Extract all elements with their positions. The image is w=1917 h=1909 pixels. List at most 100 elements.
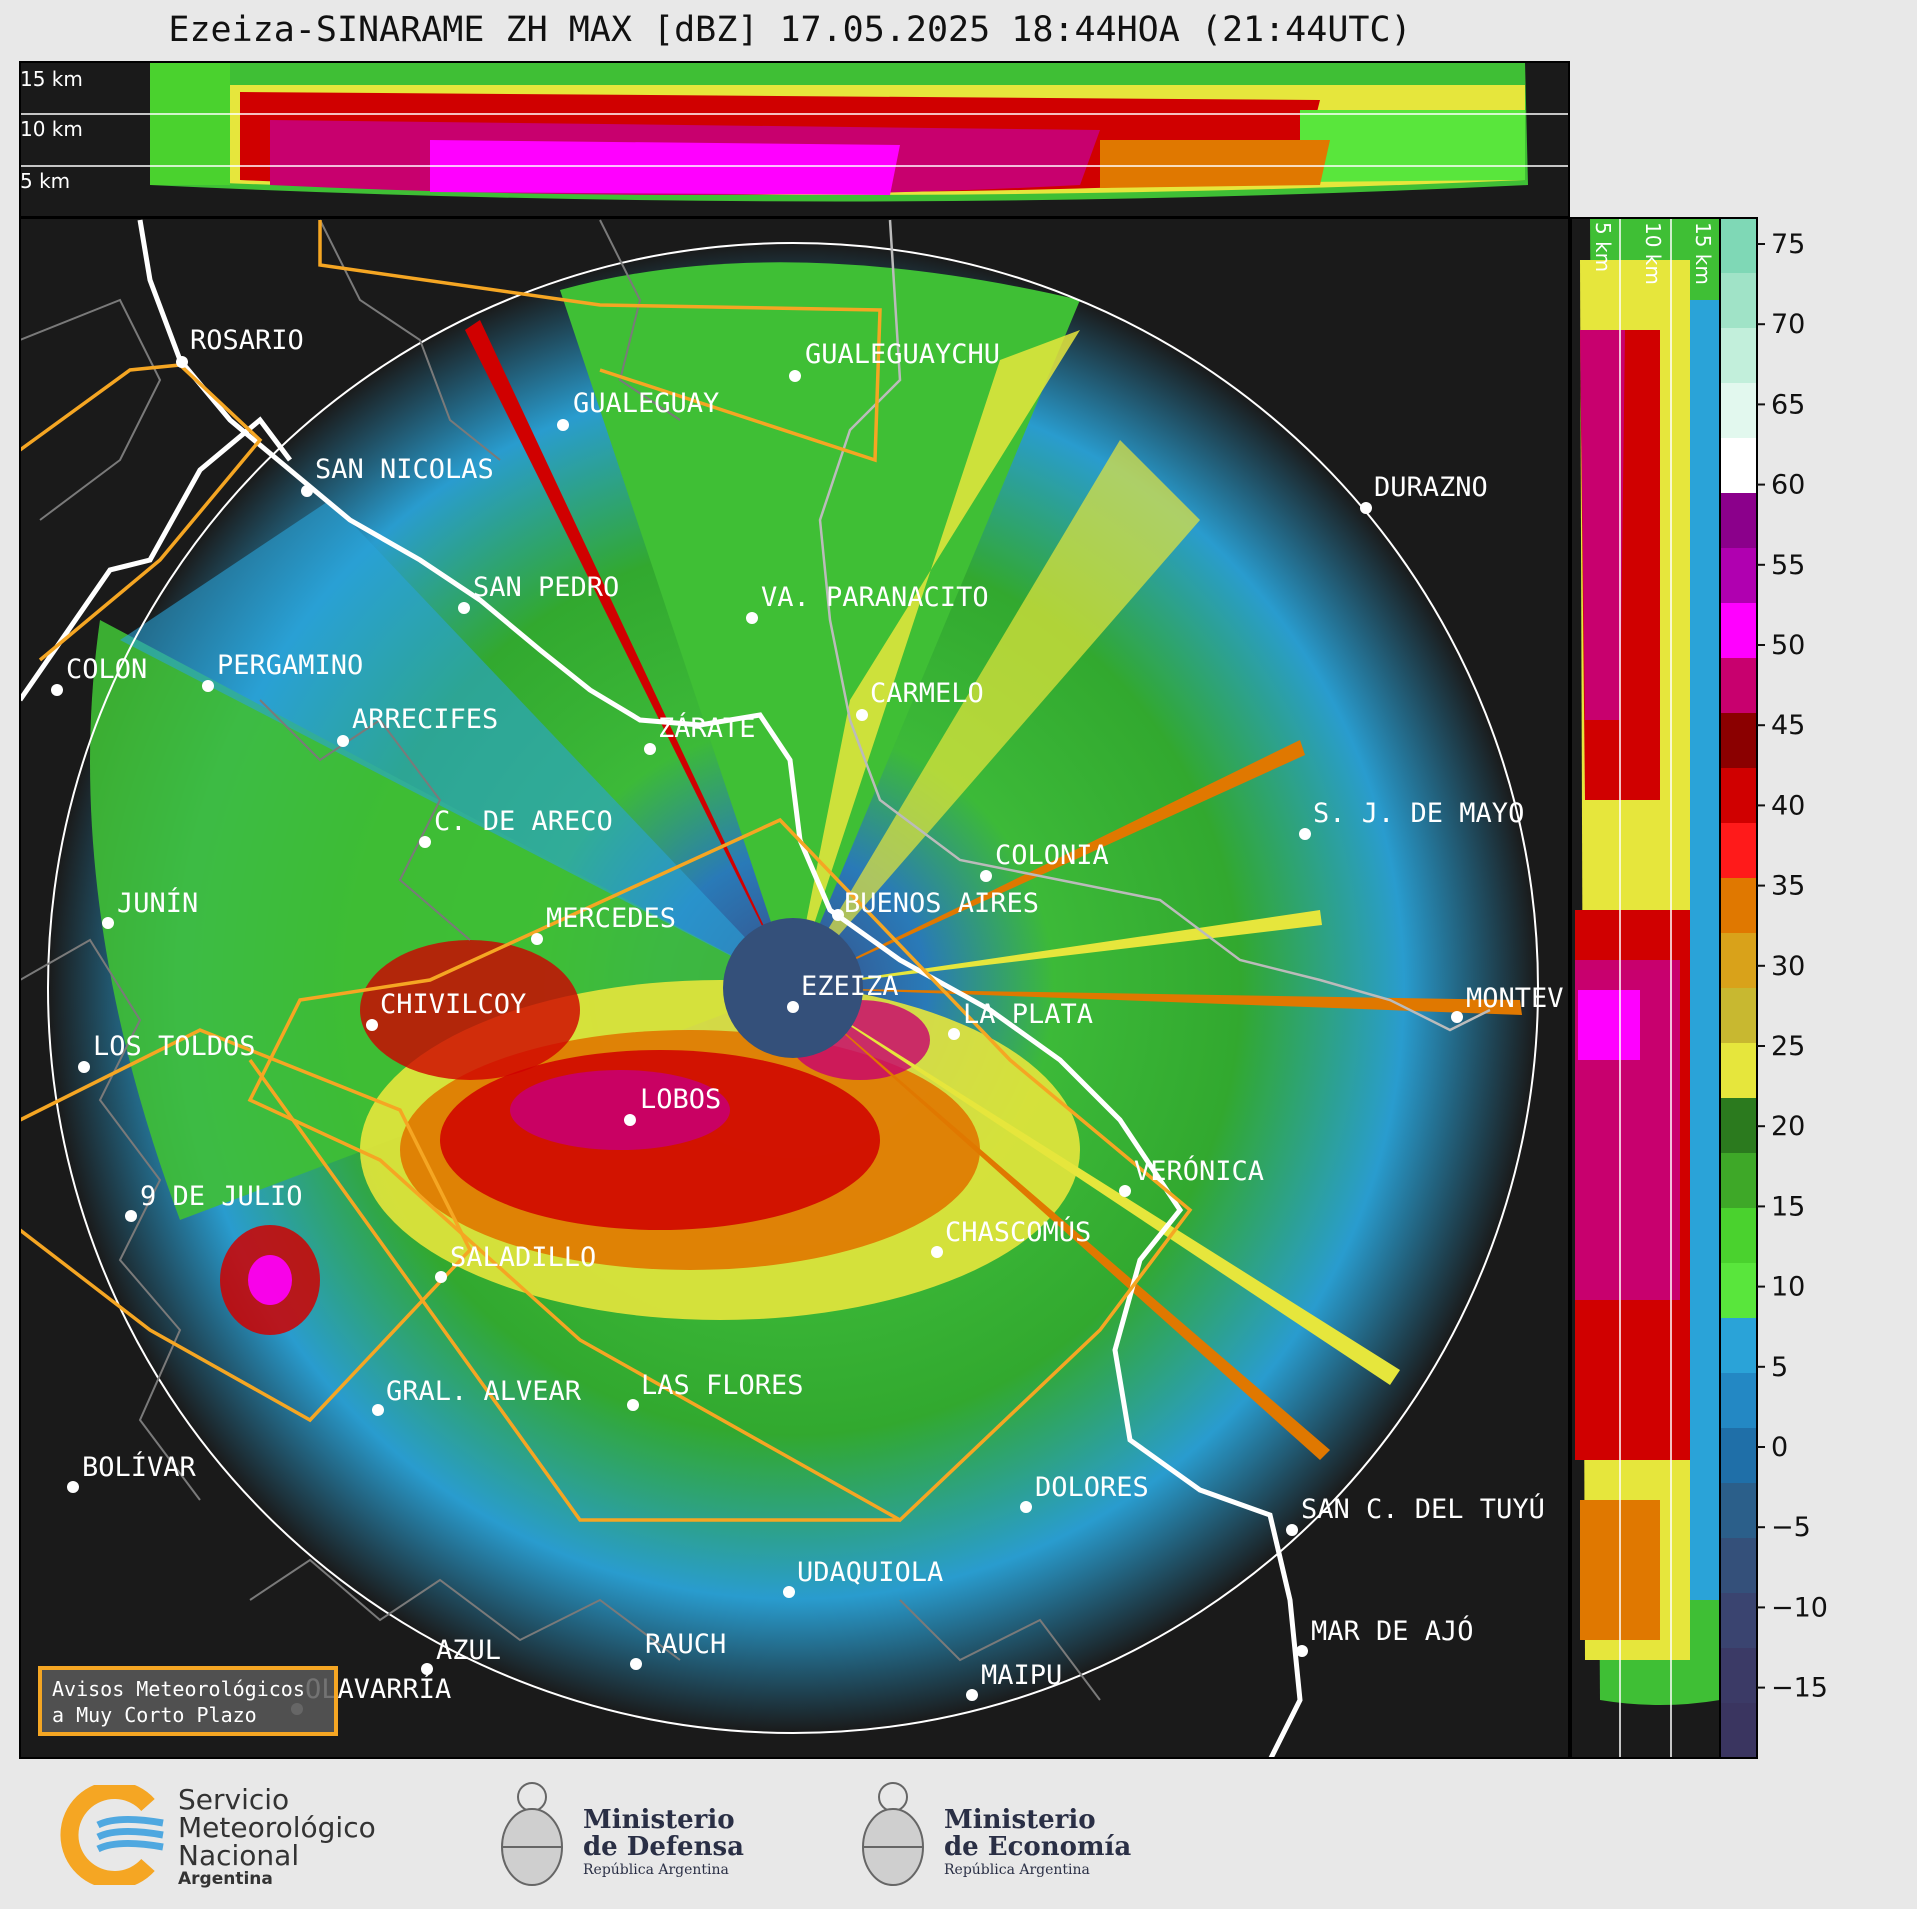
smn-line4: Argentina bbox=[178, 1869, 273, 1889]
avisos-line1: Avisos Meteorológicos bbox=[52, 1677, 305, 1701]
colorbar-swatch bbox=[1720, 1098, 1757, 1154]
side-height-5: 5 km bbox=[1591, 222, 1615, 272]
city-azul: AZUL bbox=[436, 1635, 501, 1666]
city-pergamino: PERGAMINO bbox=[217, 650, 363, 681]
city-los-toldos: LOS TOLDOS bbox=[93, 1031, 256, 1062]
city-dolores: DOLORES bbox=[1035, 1472, 1149, 1503]
colorbar-tick-label: 30 bbox=[1771, 951, 1805, 982]
colorbar-tick-label: 10 bbox=[1771, 1272, 1805, 1303]
colorbar-swatch bbox=[1720, 1538, 1757, 1594]
colorbar-tick-label: −15 bbox=[1771, 1673, 1828, 1704]
colorbar-swatch bbox=[1720, 1153, 1757, 1209]
side-height-10: 10 km bbox=[1641, 222, 1665, 285]
colorbar-swatch bbox=[1720, 383, 1757, 439]
colorbar-swatch bbox=[1720, 823, 1757, 879]
side-cross-section: 5 km 10 km 15 km bbox=[1570, 217, 1721, 1759]
city-san-pedro: SAN PEDRO bbox=[473, 572, 619, 603]
top-cross-section: 15 km 10 km 5 km bbox=[19, 61, 1570, 218]
smn-line2: Meteorológico bbox=[178, 1811, 376, 1844]
city-san-c-del-tuyu: SAN C. DEL TUYÚ bbox=[1301, 1493, 1545, 1525]
city-gualeguay: GUALEGUAY bbox=[573, 388, 719, 419]
defensa-line2: de Defensa bbox=[583, 1832, 744, 1862]
city-saladillo: SALADILLO bbox=[450, 1242, 596, 1273]
city-chascomus: CHASCOMÚS bbox=[945, 1216, 1091, 1248]
city-ezeiza: EZEIZA bbox=[801, 971, 899, 1002]
city-veronica: VERÓNICA bbox=[1134, 1155, 1264, 1187]
colorbar-swatch bbox=[1720, 1373, 1757, 1429]
rivers bbox=[818, 219, 1491, 1032]
colorbar-tick-label: 0 bbox=[1771, 1432, 1788, 1463]
colorbar-swatch bbox=[1720, 1208, 1757, 1264]
city-rauch: RAUCH bbox=[645, 1629, 726, 1660]
smn-logo bbox=[58, 1785, 168, 1885]
city-montevideo: MONTEV bbox=[1466, 983, 1564, 1014]
city-chivilcoy: CHIVILCOY bbox=[380, 989, 526, 1020]
colorbar-swatch bbox=[1720, 1263, 1757, 1319]
city-arrecifes: ARRECIFES bbox=[352, 704, 498, 735]
economia-seal bbox=[853, 1775, 933, 1895]
colorbar-swatch bbox=[1720, 1483, 1757, 1539]
city-la-plata: LA PLATA bbox=[963, 999, 1093, 1030]
city-c-de-areco: C. DE ARECO bbox=[434, 806, 613, 837]
colorbar-swatch bbox=[1720, 438, 1757, 494]
colorbar-swatch bbox=[1720, 658, 1757, 714]
colorbar-swatch bbox=[1720, 218, 1757, 274]
colorbar-tick-label: 45 bbox=[1771, 710, 1805, 741]
city-gualeguaychu: GUALEGUAYCHU bbox=[805, 339, 1000, 370]
city-mercedes: MERCEDES bbox=[546, 903, 676, 934]
colorbar-tick-label: 50 bbox=[1771, 630, 1805, 661]
radar-map: ROSARIO GUALEGUAYCHU GUALEGUAY SAN NICOL… bbox=[19, 217, 1570, 1759]
colorbar-tick-label: 5 bbox=[1771, 1352, 1788, 1383]
city-durazno: DURAZNO bbox=[1374, 472, 1488, 503]
city-junin: JUNÍN bbox=[117, 887, 198, 919]
chart-title: Ezeiza-SINARAME ZH MAX [dBZ] 17.05.2025 … bbox=[168, 10, 1412, 50]
argentina-seal-icon bbox=[501, 1782, 563, 1886]
smn-logo-icon bbox=[60, 1785, 164, 1885]
city-mar-de-ajo: MAR DE AJÓ bbox=[1311, 1615, 1474, 1647]
colorbar-swatch bbox=[1720, 933, 1757, 989]
colorbar-tick-label: 55 bbox=[1771, 550, 1805, 581]
colorbar-tick-label: 65 bbox=[1771, 389, 1805, 420]
colorbar-tick-label: −5 bbox=[1771, 1512, 1811, 1543]
colorbar-swatch bbox=[1720, 548, 1757, 604]
colorbar-tick-label: 70 bbox=[1771, 309, 1805, 340]
city-colon: COLON bbox=[66, 654, 147, 685]
city-9-de-julio: 9 DE JULIO bbox=[140, 1181, 303, 1212]
top-height-15: 15 km bbox=[20, 67, 83, 91]
city-gral-alvear: GRAL. ALVEAR bbox=[386, 1376, 582, 1407]
city-las-flores: LAS FLORES bbox=[641, 1370, 804, 1401]
colorbar-swatch bbox=[1720, 1703, 1757, 1759]
colorbar-swatch bbox=[1720, 988, 1757, 1044]
colorbar-tick-label: 20 bbox=[1771, 1111, 1805, 1142]
colorbar-tick-label: 35 bbox=[1771, 871, 1805, 902]
city-maipu: MAIPU bbox=[981, 1660, 1062, 1691]
smn-line3: Nacional bbox=[178, 1839, 300, 1872]
city-san-nicolas: SAN NICOLAS bbox=[315, 454, 494, 485]
avisos-legend: Avisos Meteorológicos a Muy Corto Plazo bbox=[38, 1666, 338, 1736]
economia-line1: Ministerio bbox=[944, 1805, 1096, 1835]
city-markers: ROSARIO GUALEGUAYCHU GUALEGUAY SAN NICOL… bbox=[51, 325, 1564, 1715]
economia-line3: República Argentina bbox=[944, 1862, 1090, 1878]
colorbar-swatch bbox=[1720, 713, 1757, 769]
avisos-line2: a Muy Corto Plazo bbox=[52, 1703, 257, 1727]
city-bolivar: BOLÍVAR bbox=[82, 1451, 197, 1483]
top-height-5: 5 km bbox=[20, 169, 70, 193]
argentina-seal-icon bbox=[862, 1782, 924, 1886]
colorbar-swatch bbox=[1720, 273, 1757, 329]
colorbar-tick-label: 15 bbox=[1771, 1191, 1805, 1222]
colorbar-swatch bbox=[1720, 493, 1757, 549]
defensa-line3: República Argentina bbox=[583, 1862, 729, 1878]
city-zarate: ZÁRATE bbox=[658, 712, 756, 744]
colorbar-swatch bbox=[1720, 1428, 1757, 1484]
colorbar-swatch bbox=[1720, 1318, 1757, 1374]
colorbar-swatches bbox=[1720, 218, 1757, 1759]
colorbar-tick-label: 60 bbox=[1771, 470, 1805, 501]
smn-line1: Servicio bbox=[178, 1783, 290, 1816]
side-height-15: 15 km bbox=[1691, 222, 1715, 285]
colorbar-tick-label: 25 bbox=[1771, 1031, 1805, 1062]
colorbar-tick-label: 75 bbox=[1771, 229, 1805, 260]
city-udaquiola: UDAQUIOLA bbox=[797, 1557, 943, 1588]
economia-line2: de Economía bbox=[944, 1832, 1132, 1862]
